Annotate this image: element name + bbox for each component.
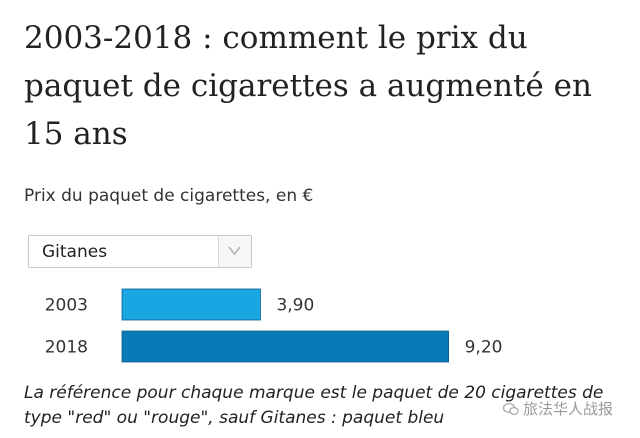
- bar-2003[interactable]: [121, 288, 261, 321]
- watermark: 旅法华人战报: [503, 398, 613, 419]
- chevron-down-icon: [228, 246, 241, 256]
- chat-bubble-icon: [503, 402, 519, 416]
- value-label-2003: 3,90: [276, 296, 314, 316]
- bar-chart: 2003 3,90 2018 9,20: [45, 288, 503, 363]
- chart-note: La référence pour chaque marque est le p…: [24, 383, 604, 428]
- chart-subtitle: Prix du paquet de cigarettes, en €: [24, 186, 314, 206]
- brand-select-toggle[interactable]: [218, 236, 251, 267]
- value-label-2018: 9,20: [465, 338, 503, 358]
- chart-title: 2003-2018 : comment le prix du paquet de…: [24, 20, 592, 152]
- category-label-2018: 2018: [45, 338, 88, 358]
- watermark-text: 旅法华人战报: [523, 400, 614, 418]
- bar-2018[interactable]: [121, 330, 450, 363]
- brand-select-value: Gitanes: [42, 242, 108, 262]
- category-label-2003: 2003: [45, 296, 88, 316]
- brand-select[interactable]: Gitanes: [28, 235, 252, 268]
